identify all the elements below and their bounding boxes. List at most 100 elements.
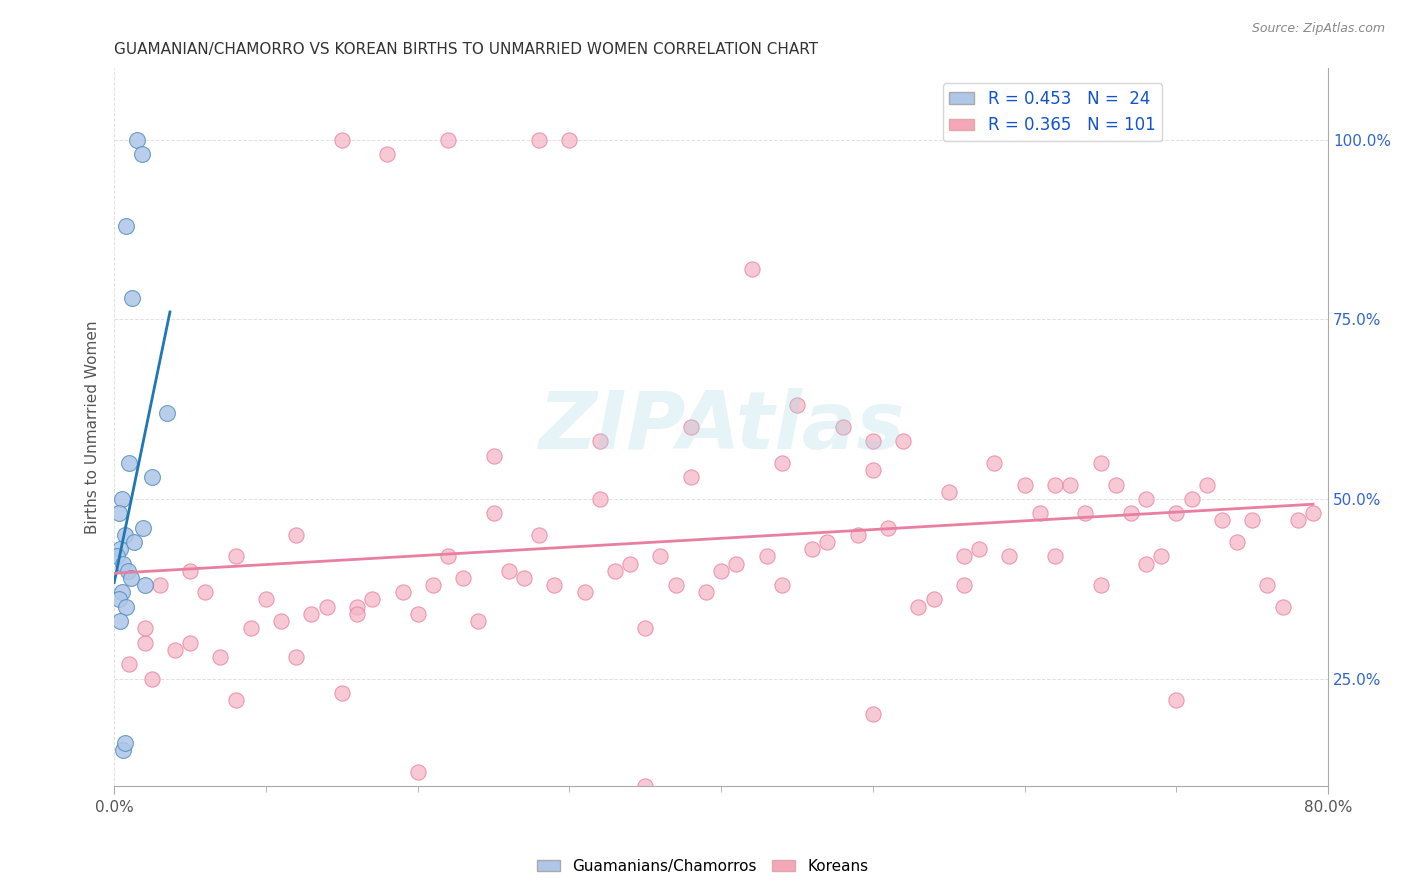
Point: [118, 657, 141, 672]
Text: Source: ZipAtlas.com: Source: ZipAtlas.com: [1251, 22, 1385, 36]
Point: [1195, 477, 1218, 491]
Point: [112, 743, 135, 757]
Point: [1029, 506, 1052, 520]
Point: [121, 291, 143, 305]
Point: [907, 599, 929, 614]
Point: [330, 132, 353, 146]
Point: [406, 764, 429, 779]
Point: [482, 449, 505, 463]
Point: [1256, 578, 1278, 592]
Point: [467, 614, 489, 628]
Point: [983, 456, 1005, 470]
Y-axis label: Births to Unmarried Women: Births to Unmarried Women: [86, 320, 100, 533]
Point: [115, 599, 138, 614]
Point: [679, 420, 702, 434]
Point: [589, 434, 612, 449]
Point: [967, 542, 990, 557]
Point: [1059, 477, 1081, 491]
Point: [112, 557, 135, 571]
Point: [877, 521, 900, 535]
Point: [1211, 513, 1233, 527]
Point: [862, 707, 884, 722]
Point: [422, 578, 444, 592]
Point: [527, 528, 550, 542]
Point: [1043, 549, 1066, 564]
Point: [679, 470, 702, 484]
Point: [558, 132, 581, 146]
Point: [239, 621, 262, 635]
Point: [141, 470, 163, 484]
Point: [513, 571, 536, 585]
Point: [1090, 578, 1112, 592]
Point: [179, 635, 201, 649]
Point: [634, 780, 657, 794]
Point: [301, 607, 323, 621]
Point: [114, 528, 136, 542]
Point: [998, 549, 1021, 564]
Point: [110, 542, 132, 557]
Point: [406, 607, 429, 621]
Point: [1119, 506, 1142, 520]
Point: [1241, 513, 1264, 527]
Point: [254, 592, 277, 607]
Point: [755, 549, 778, 564]
Point: [589, 491, 612, 506]
Point: [1166, 693, 1188, 707]
Point: [634, 621, 657, 635]
Point: [1090, 456, 1112, 470]
Point: [1286, 513, 1309, 527]
Point: [115, 219, 138, 233]
Point: [134, 635, 156, 649]
Point: [953, 578, 976, 592]
Point: [141, 672, 163, 686]
Point: [209, 650, 232, 665]
Point: [225, 549, 247, 564]
Point: [315, 599, 337, 614]
Point: [110, 614, 132, 628]
Point: [862, 463, 884, 477]
Point: [574, 585, 596, 599]
Point: [114, 736, 136, 750]
Point: [105, 549, 128, 564]
Point: [1180, 491, 1202, 506]
Point: [437, 132, 460, 146]
Point: [391, 585, 413, 599]
Point: [107, 506, 129, 520]
Point: [451, 571, 474, 585]
Text: ZIPAtlas: ZIPAtlas: [538, 388, 904, 466]
Point: [1043, 477, 1066, 491]
Point: [111, 491, 134, 506]
Point: [346, 599, 368, 614]
Point: [437, 549, 460, 564]
Point: [770, 578, 793, 592]
Legend: Guamanians/Chamorros, Koreans: Guamanians/Chamorros, Koreans: [531, 853, 875, 880]
Point: [1271, 599, 1294, 614]
Point: [330, 686, 353, 700]
Point: [1135, 491, 1157, 506]
Point: [118, 456, 141, 470]
Point: [179, 564, 201, 578]
Point: [710, 564, 733, 578]
Point: [1150, 549, 1173, 564]
Point: [1302, 506, 1324, 520]
Point: [131, 147, 153, 161]
Point: [725, 557, 748, 571]
Point: [650, 549, 672, 564]
Point: [953, 549, 976, 564]
Point: [665, 578, 688, 592]
Point: [801, 542, 824, 557]
Point: [815, 535, 838, 549]
Point: [527, 132, 550, 146]
Point: [482, 506, 505, 520]
Point: [270, 614, 292, 628]
Point: [285, 528, 308, 542]
Point: [163, 642, 186, 657]
Legend: R = 0.453   N =  24, R = 0.365   N = 101: R = 0.453 N = 24, R = 0.365 N = 101: [942, 83, 1161, 141]
Point: [107, 592, 129, 607]
Point: [125, 132, 148, 146]
Point: [831, 420, 853, 434]
Point: [786, 399, 808, 413]
Point: [134, 621, 156, 635]
Point: [120, 571, 142, 585]
Point: [156, 406, 179, 420]
